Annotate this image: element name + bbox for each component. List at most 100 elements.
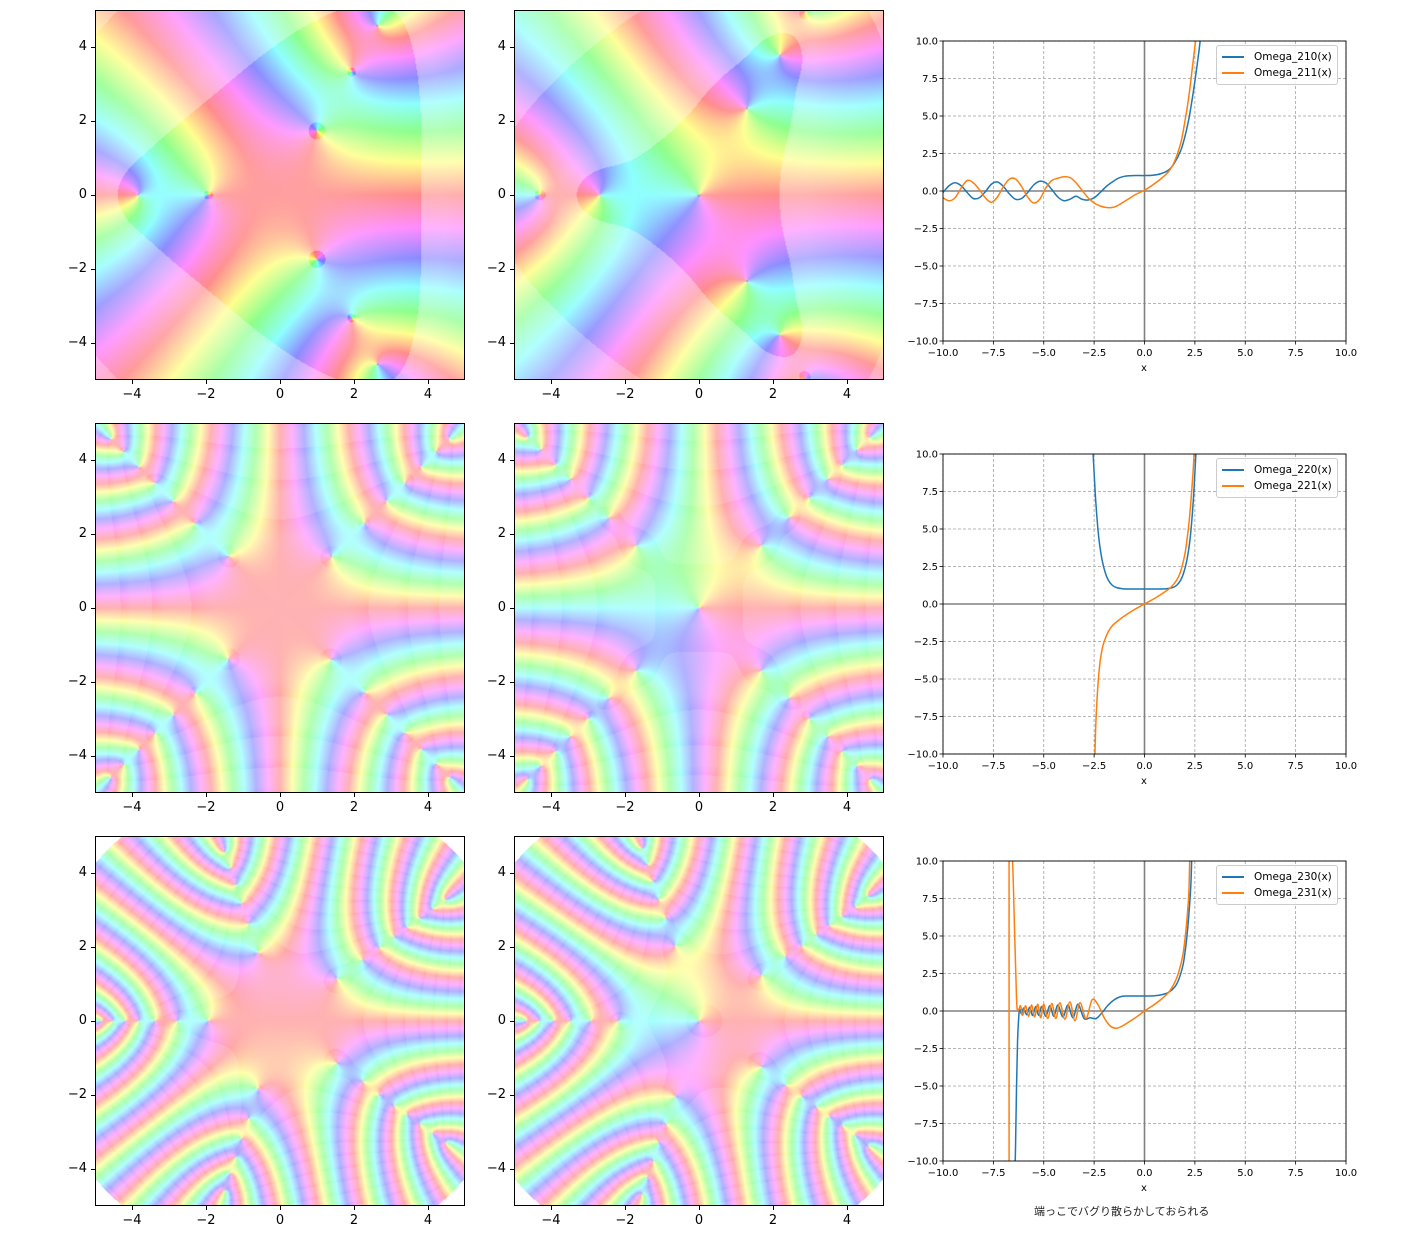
y-tick-label: 0 (78, 1013, 87, 1028)
plot-area (95, 423, 465, 793)
series-line-orange (1008, 861, 1191, 1161)
y-tick-label: 0.0 (922, 600, 938, 611)
x-tick-label: 4 (423, 1213, 433, 1228)
y-tick-label: 4 (497, 39, 506, 54)
y-tick-label: −2 (67, 1087, 87, 1102)
y-tick-label: −4 (486, 1161, 506, 1176)
x-tick-label: 4 (842, 800, 852, 815)
y-tick-label: 0.0 (922, 187, 938, 198)
legend-item: Omega_230(x) (1222, 869, 1332, 885)
x-tick-label: 2 (349, 1213, 359, 1228)
legend-label: Omega_210(x) (1254, 51, 1332, 63)
legend-swatch-orange (1222, 892, 1244, 894)
legend-label: Omega_221(x) (1254, 480, 1332, 492)
x-tick-mark (353, 793, 355, 797)
x-tick-label: −2 (615, 1213, 635, 1228)
y-tick-label: −7.5 (914, 712, 938, 723)
domain-coloring-canvas (96, 11, 464, 379)
x-tick-mark (698, 1206, 700, 1210)
x-tick-mark (427, 1206, 429, 1210)
legend-label: Omega_231(x) (1254, 887, 1332, 899)
x-tick-mark (131, 380, 133, 384)
x-tick-label: 5.0 (1237, 348, 1253, 359)
x-tick-label: −4 (122, 387, 142, 402)
x-tick-mark (279, 793, 281, 797)
y-tick-mark (510, 946, 514, 948)
x-tick-label: 7.5 (1288, 1168, 1304, 1179)
legend-label: Omega_220(x) (1254, 464, 1332, 476)
y-tick-mark (510, 342, 514, 344)
y-tick-label: 2.5 (922, 149, 938, 160)
y-tick-mark (510, 194, 514, 196)
y-tick-label: 5.0 (922, 112, 938, 123)
x-tick-label: −5.0 (1032, 1168, 1056, 1179)
y-tick-mark (91, 1020, 95, 1022)
chart-legend: Omega_220(x) Omega_221(x) (1216, 458, 1338, 498)
x-tick-mark (698, 380, 700, 384)
y-tick-label: −10.0 (907, 1157, 938, 1168)
plot-area (95, 10, 465, 380)
x-tick-label: −10.0 (928, 348, 959, 359)
x-tick-label: 5.0 (1237, 761, 1253, 772)
x-tick-mark (550, 380, 552, 384)
x-tick-mark (624, 380, 626, 384)
legend-label: Omega_211(x) (1254, 67, 1332, 79)
legend-swatch-blue (1222, 876, 1244, 878)
y-tick-label: 4 (78, 452, 87, 467)
y-tick-label: −2 (67, 261, 87, 276)
y-tick-mark (510, 607, 514, 609)
x-tick-label: 0 (694, 800, 704, 815)
y-tick-label: −2 (486, 1087, 506, 1102)
x-tick-label: 10.0 (1335, 761, 1357, 772)
y-tick-label: −2 (486, 261, 506, 276)
x-tick-label: 2.5 (1187, 348, 1203, 359)
plot-area (514, 10, 884, 380)
x-tick-label: 2 (349, 387, 359, 402)
y-tick-label: 7.5 (922, 487, 938, 498)
plot-area (514, 423, 884, 793)
y-tick-label: 7.5 (922, 74, 938, 85)
y-tick-label: 0 (497, 1013, 506, 1028)
y-tick-label: 5.0 (922, 932, 938, 943)
x-tick-mark (131, 793, 133, 797)
y-tick-mark (91, 607, 95, 609)
x-tick-mark (205, 1206, 207, 1210)
y-tick-mark (91, 268, 95, 270)
y-tick-label: 10.0 (916, 37, 938, 48)
y-tick-label: 0 (497, 600, 506, 615)
series-line-blue (1092, 454, 1197, 590)
y-tick-label: 2 (497, 526, 506, 541)
y-tick-mark (91, 459, 95, 461)
y-tick-label: 2.5 (922, 969, 938, 980)
y-tick-mark (91, 946, 95, 948)
x-tick-label: 0 (275, 800, 285, 815)
legend-swatch-blue (1222, 56, 1244, 58)
x-tick-mark (427, 793, 429, 797)
x-tick-label: −10.0 (928, 1168, 959, 1179)
x-axis-label: x (1141, 1183, 1147, 1194)
x-tick-label: 2 (768, 387, 778, 402)
y-tick-mark (510, 46, 514, 48)
x-tick-label: −4 (541, 1213, 561, 1228)
domain-coloring-canvas (515, 11, 883, 379)
y-tick-mark (91, 755, 95, 757)
domain-coloring-canvas (96, 837, 464, 1205)
y-tick-label: 2 (78, 526, 87, 541)
y-tick-label: −5.0 (914, 262, 938, 273)
x-tick-mark (205, 793, 207, 797)
x-tick-mark (131, 1206, 133, 1210)
legend-swatch-blue (1222, 469, 1244, 471)
y-tick-label: 10.0 (916, 857, 938, 868)
y-tick-mark (91, 46, 95, 48)
x-tick-label: −2 (615, 800, 635, 815)
x-tick-mark (698, 793, 700, 797)
y-tick-label: −2.5 (914, 637, 938, 648)
x-tick-label: −4 (122, 800, 142, 815)
x-tick-label: 7.5 (1288, 348, 1304, 359)
line-chart-svg: −10.0−10.0 −7.5 −7.5 −5.0 −5.0 −2.5 −2.5 0.0 0.0… (907, 857, 1357, 1180)
y-tick-mark (91, 342, 95, 344)
y-tick-label: 2 (78, 939, 87, 954)
x-tick-label: 2.5 (1187, 1168, 1203, 1179)
x-axis-label: x (1141, 363, 1147, 374)
x-tick-label: −2 (196, 800, 216, 815)
